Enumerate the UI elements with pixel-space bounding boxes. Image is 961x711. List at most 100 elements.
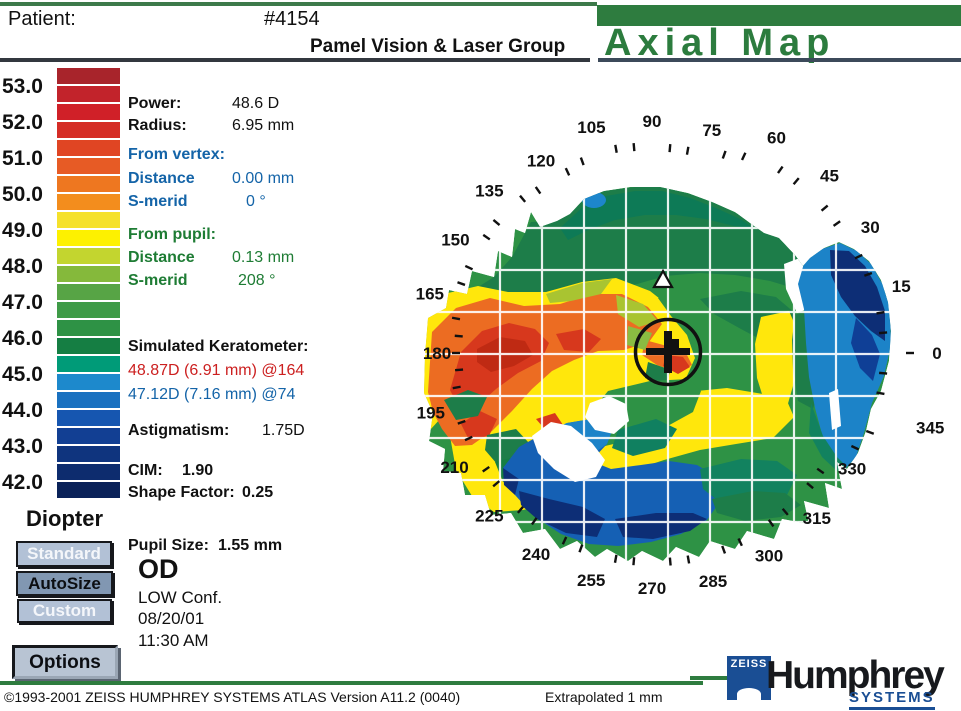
axial-topography-map: 0 15 30 45 60 75 90 105 120 135 150 165 180 195 210 225… — [416, 112, 945, 598]
scale-swatch — [57, 194, 120, 210]
scale-swatch — [57, 338, 120, 354]
scale-label: 50.0 — [2, 183, 43, 206]
angle-tick — [613, 554, 618, 563]
vertex-cross-marker — [646, 331, 690, 373]
angle-tick — [614, 144, 618, 153]
angle-tick — [668, 557, 672, 566]
angle-label: 330 — [838, 460, 866, 479]
angle-tick — [579, 157, 585, 166]
header-rule-left — [0, 58, 590, 62]
angle-label: 15 — [892, 277, 911, 296]
polar-angle-scale: 0 15 30 45 60 75 90 105 120 135 150 165 180 195 210 225… — [416, 112, 945, 598]
angle-tick — [767, 519, 775, 528]
simk-header: Simulated Keratometer: — [128, 338, 309, 355]
simk-steep-value: 48.87D (6.91 mm) @164 — [128, 362, 305, 379]
angle-tick — [632, 557, 636, 566]
angle-tick — [492, 219, 501, 227]
angle-tick — [457, 419, 466, 425]
angle-tick — [820, 204, 829, 212]
from-vertex-header: From vertex: — [128, 146, 225, 163]
angle-tick — [534, 186, 542, 195]
scale-label: 52.0 — [2, 111, 43, 134]
angle-label: 255 — [577, 571, 605, 590]
topography-color-regions — [424, 187, 891, 561]
scale-swatch — [57, 374, 120, 390]
pupil-smerid-label: S-merid — [128, 272, 188, 289]
custom-button[interactable]: Custom — [17, 599, 112, 623]
scale-label: 48.0 — [2, 255, 43, 278]
scale-swatch — [57, 356, 120, 372]
eye-indicator: OD — [138, 554, 179, 584]
pupil-size-value: 1.55 mm — [218, 537, 283, 554]
angle-label: 0 — [932, 344, 941, 363]
shape-factor-label: Shape Factor: — [128, 484, 235, 501]
astigmatism-value: 1.75D — [262, 422, 305, 439]
options-button[interactable]: Options — [12, 645, 118, 679]
scale-swatch — [57, 410, 120, 426]
angle-tick — [740, 152, 747, 161]
angle-label: 120 — [527, 152, 555, 171]
angle-tick — [721, 150, 727, 159]
confidence-status: LOW Conf. — [138, 588, 223, 607]
standard-button[interactable]: Standard — [16, 541, 112, 567]
angle-tick — [876, 310, 885, 315]
angle-label: 60 — [767, 128, 786, 147]
radius-value: 6.95 mm — [232, 117, 295, 134]
angle-label: 210 — [440, 458, 468, 477]
vertex-distance-value: 0.00 mm — [232, 170, 295, 187]
angle-tick — [832, 220, 841, 227]
angle-tick — [876, 391, 885, 396]
pupil-distance-label: Distance — [128, 249, 195, 266]
power-label: Power: — [128, 95, 182, 112]
angle-tick — [865, 429, 875, 435]
angle-tick — [806, 482, 814, 490]
angle-tick — [482, 233, 491, 241]
angle-tick — [816, 467, 825, 475]
angle-tick — [879, 331, 888, 335]
angle-tick — [457, 281, 466, 287]
angle-tick — [464, 435, 473, 442]
scale-swatch — [57, 392, 120, 408]
angle-label: 285 — [699, 572, 727, 591]
angle-tick — [850, 444, 860, 451]
scale-swatch — [57, 266, 120, 282]
angle-tick — [564, 167, 571, 176]
angle-label: 75 — [702, 121, 721, 140]
scale-swatch — [57, 428, 120, 444]
angle-tick — [482, 465, 490, 473]
scale-label: 46.0 — [2, 327, 43, 350]
scale-label: 47.0 — [2, 291, 43, 314]
angle-label: 240 — [522, 545, 550, 564]
simk-flat-value: 47.12D (7.16 mm) @74 — [128, 386, 296, 403]
scale-swatch — [57, 302, 120, 318]
cim-value: 1.90 — [182, 462, 214, 479]
angle-tick — [561, 536, 568, 545]
scale-swatch — [57, 176, 120, 192]
power-value: 48.6 D — [232, 95, 280, 112]
angle-label: 315 — [803, 509, 831, 528]
extrapolated-note: Extrapolated 1 mm — [545, 689, 663, 705]
logo-dash — [690, 676, 734, 680]
pupil-size-label: Pupil Size: — [128, 537, 209, 554]
angle-label: 195 — [417, 403, 445, 422]
scale-swatch — [57, 446, 120, 462]
angle-label: 300 — [755, 547, 783, 566]
angle-label: 270 — [638, 579, 666, 598]
scale-swatch — [57, 230, 120, 246]
apex-triangle-marker — [652, 268, 674, 289]
angle-label: 30 — [861, 218, 880, 237]
angle-label: 90 — [643, 112, 662, 131]
autosize-button[interactable]: AutoSize — [16, 571, 113, 596]
scale-swatch — [57, 86, 120, 102]
radius-label: Radius: — [128, 117, 187, 134]
angle-tick — [685, 146, 690, 155]
pupil-outline-circle — [633, 317, 703, 387]
scale-label: 49.0 — [2, 219, 43, 242]
scale-label: 51.0 — [2, 147, 43, 170]
title-green-bar — [597, 5, 961, 26]
scale-swatch — [57, 122, 120, 138]
scale-label: 43.0 — [2, 435, 43, 458]
angle-tick — [454, 334, 463, 338]
patient-label: Patient: — [8, 8, 76, 30]
scale-swatch — [57, 464, 120, 480]
